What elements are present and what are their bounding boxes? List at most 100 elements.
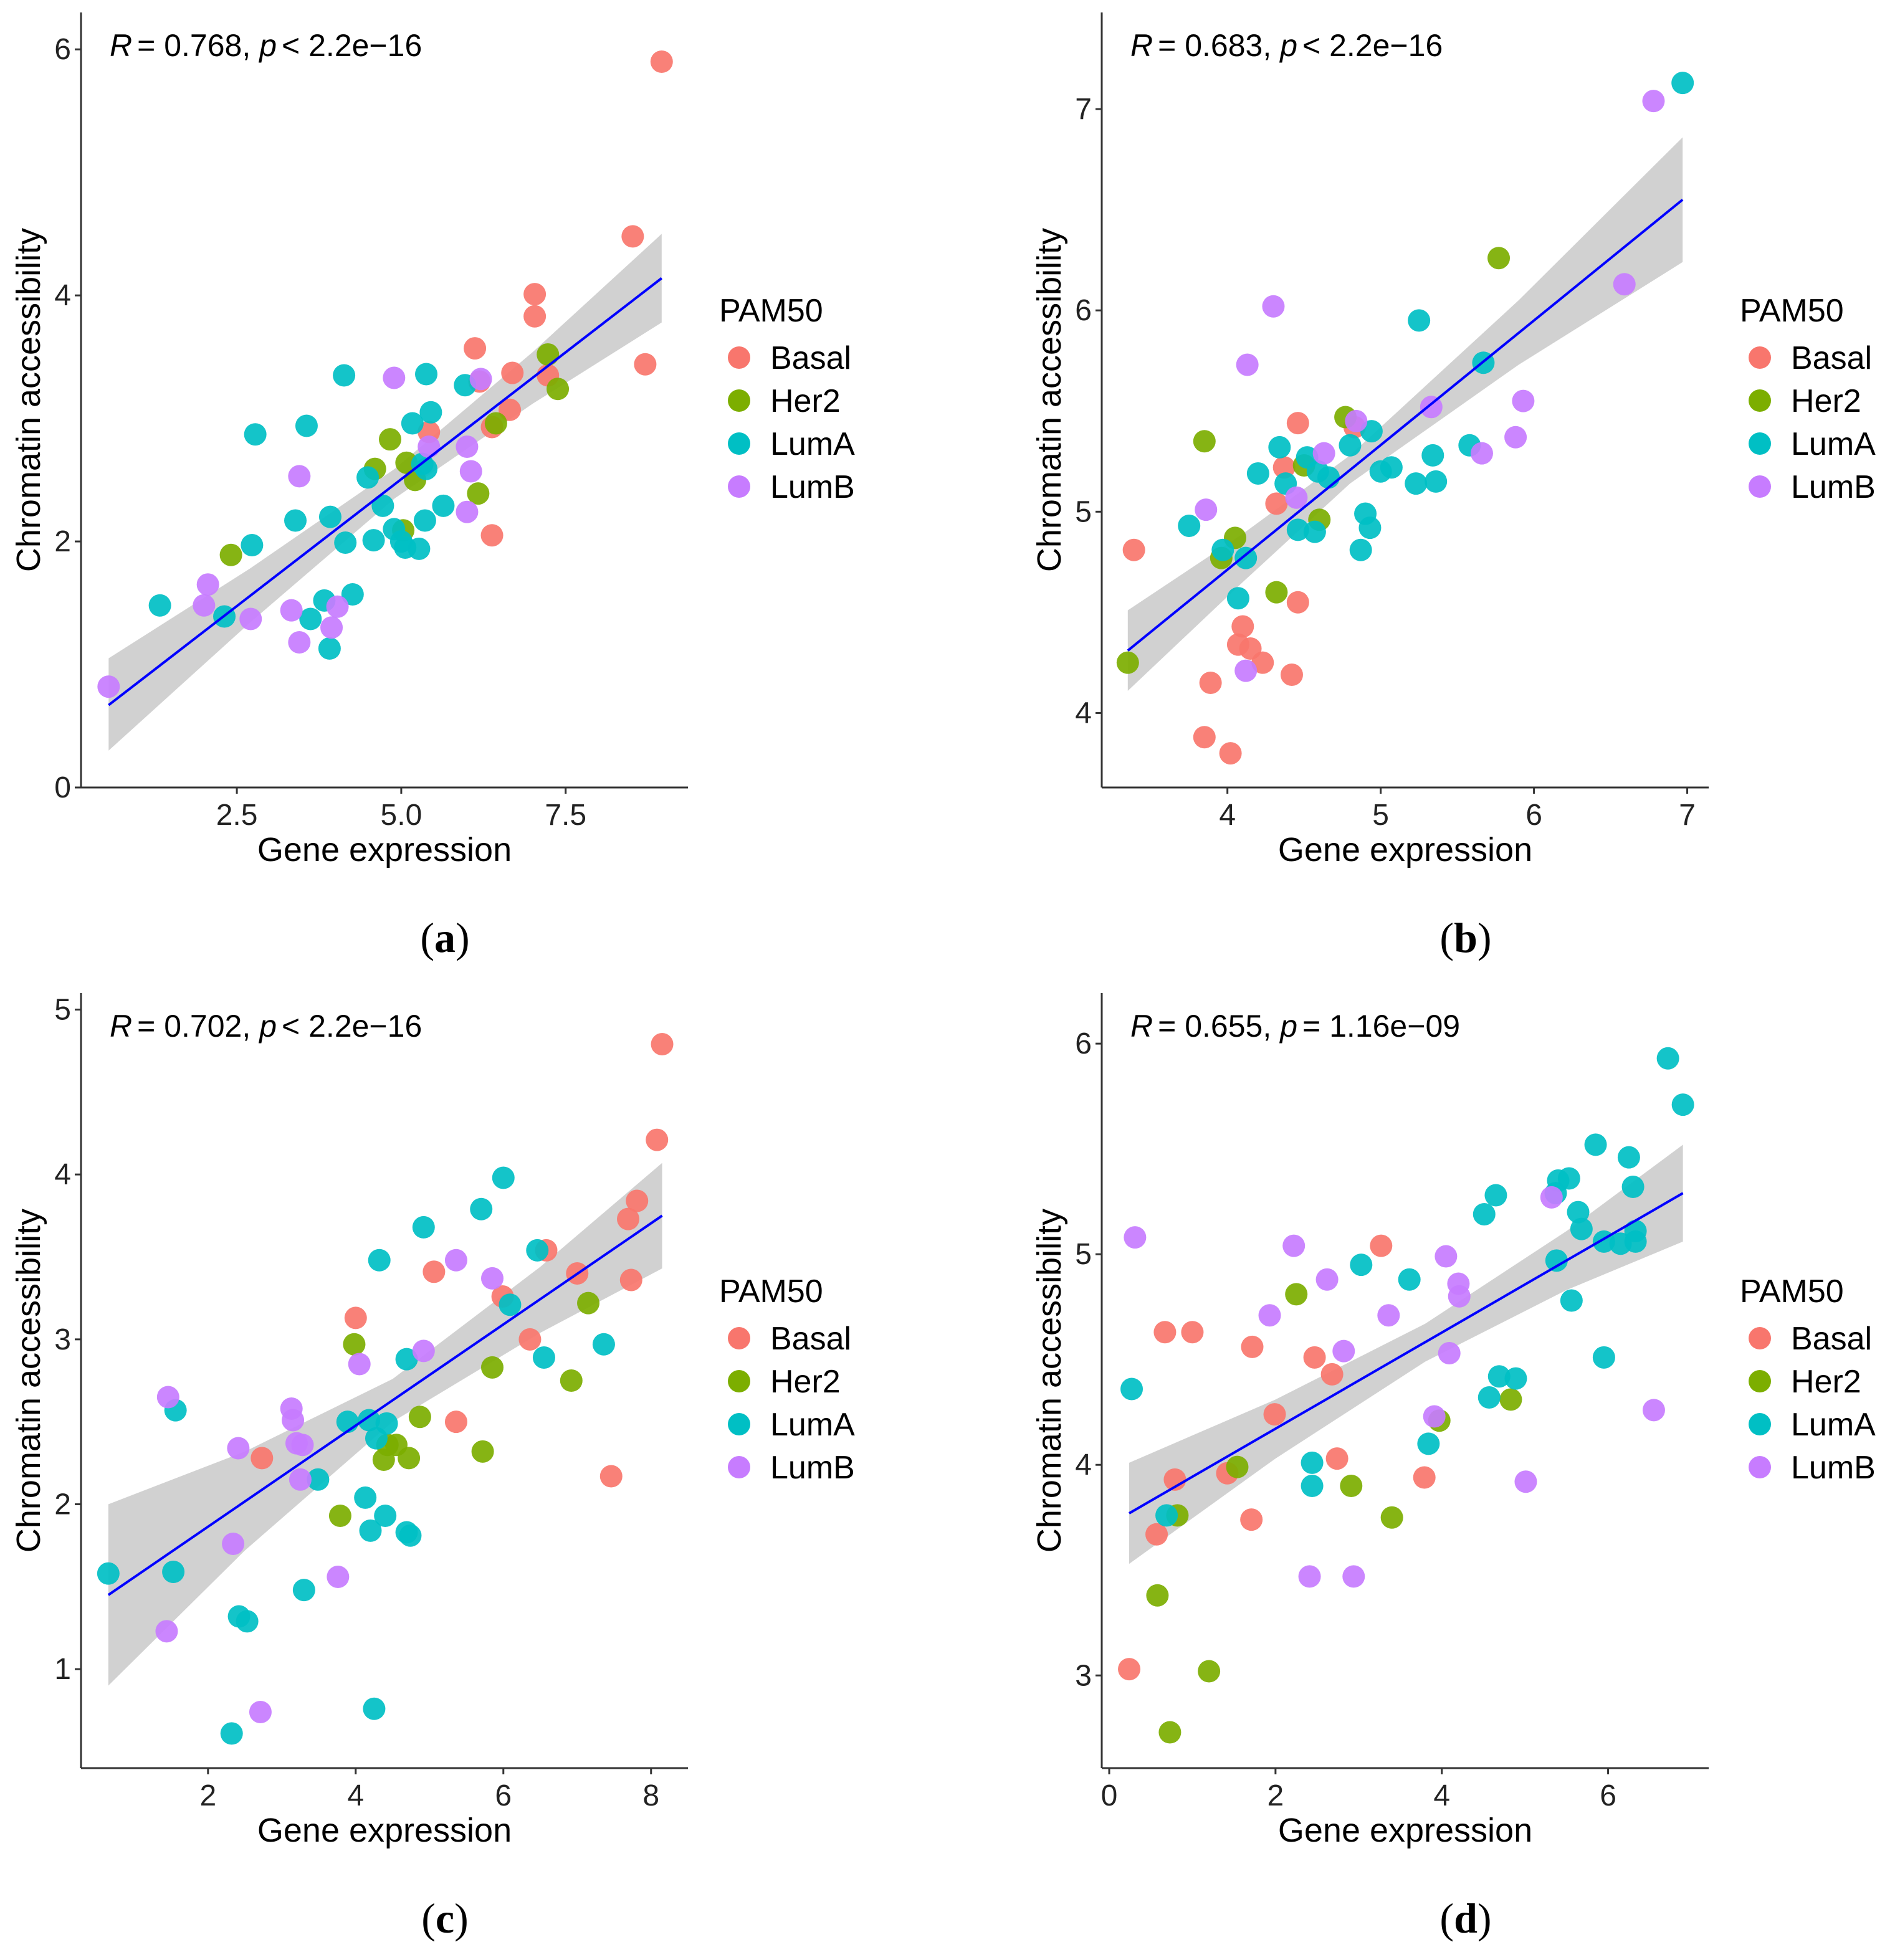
point-luma — [1570, 1217, 1593, 1240]
point-lumb — [288, 630, 311, 654]
y-tick-label: 5 — [1075, 495, 1092, 528]
point-luma — [499, 1293, 522, 1316]
point-her2 — [219, 543, 242, 566]
point-luma — [1484, 1184, 1507, 1207]
panel-b: 4 5 6 7 4 5 6 7 Gene expression Chromatin accessi… — [1031, 12, 1876, 961]
point-luma — [97, 1562, 120, 1585]
point-luma — [1317, 466, 1340, 489]
point-her2 — [577, 1292, 600, 1315]
paren-open: ( — [420, 914, 434, 961]
point-lumb — [1512, 389, 1535, 412]
panel-d: 0 2 4 6 3 4 5 6 Gene expression Chromatin accessi… — [1031, 993, 1876, 1942]
regression-line — [1127, 198, 1684, 652]
x-axis-title: Gene expression — [1278, 1812, 1532, 1849]
point-luma — [363, 1697, 386, 1720]
point-luma — [1155, 1504, 1178, 1527]
point-lumb — [456, 435, 479, 459]
point-luma — [412, 1215, 435, 1239]
point-luma — [1560, 1289, 1583, 1312]
point-her2 — [1198, 1660, 1221, 1683]
legend-label: Her2 — [770, 383, 841, 419]
point-luma — [1211, 538, 1234, 561]
point-lumb — [227, 1437, 250, 1460]
point-luma — [592, 1333, 615, 1356]
legend-key-her2 — [1749, 1370, 1771, 1392]
point-luma — [1671, 1093, 1694, 1116]
legend-label: LumA — [1791, 1407, 1876, 1443]
x-axis-title: Gene expression — [257, 1812, 512, 1849]
paren-close: ) — [1478, 1895, 1492, 1942]
point-lumb — [1470, 442, 1493, 465]
point-luma — [1425, 470, 1448, 493]
point-lumb — [1285, 486, 1308, 509]
point-lumb — [1262, 295, 1285, 318]
point-lumb — [1642, 90, 1665, 113]
legend-label: Basal — [770, 1321, 851, 1357]
legend-title: PAM50 — [1740, 1273, 1844, 1310]
point-lumb — [383, 366, 406, 389]
point-lumb — [1377, 1304, 1400, 1327]
legend-key-luma — [1749, 432, 1771, 455]
point-lumb — [1514, 1470, 1537, 1493]
point-lumb — [459, 460, 482, 483]
point-luma — [1592, 1346, 1615, 1369]
y-tick-label: 3 — [1075, 1659, 1092, 1692]
r-label: R — [110, 1009, 132, 1044]
point-luma — [1358, 516, 1382, 540]
point-luma — [1545, 1249, 1568, 1272]
point-luma — [1226, 587, 1249, 610]
point-basal — [523, 305, 547, 328]
point-lumb — [155, 1620, 178, 1643]
point-her2 — [480, 1356, 504, 1379]
point-basal — [1413, 1466, 1436, 1489]
point-luma — [1557, 1167, 1580, 1190]
point-lumb — [1236, 353, 1259, 376]
point-lumb — [1504, 426, 1527, 449]
point-lumb — [249, 1701, 272, 1724]
panel-label: (d) — [1439, 1895, 1491, 1942]
point-basal — [1231, 615, 1254, 638]
legend-label: Basal — [770, 340, 851, 376]
point-basal — [1199, 671, 1222, 694]
point-lumb — [1195, 498, 1218, 521]
point-basal — [634, 353, 657, 376]
point-luma — [341, 583, 364, 606]
point-basal — [617, 1207, 640, 1230]
point-luma — [368, 1249, 391, 1272]
point-lumb — [326, 595, 349, 618]
point-basal — [1122, 538, 1145, 561]
point-her2 — [328, 1505, 351, 1528]
point-basal — [619, 1268, 642, 1292]
point-lumb — [282, 1409, 305, 1432]
panel-letter: c — [436, 1895, 454, 1942]
regression-line — [107, 1214, 663, 1596]
point-luma — [1624, 1230, 1647, 1253]
y-tick-label: 7 — [1075, 93, 1092, 126]
point-luma — [1339, 434, 1362, 457]
point-lumb — [348, 1353, 371, 1376]
legend-label: Her2 — [1791, 383, 1861, 419]
point-luma — [401, 412, 424, 435]
point-her2 — [1265, 581, 1288, 604]
r-label: R — [1130, 28, 1153, 63]
paren-close: ) — [456, 914, 470, 961]
point-basal — [1240, 1508, 1263, 1531]
point-basal — [1286, 412, 1309, 435]
x-tick-label: 4 — [347, 1779, 364, 1812]
point-her2 — [1380, 1506, 1403, 1529]
y-tick-label: 6 — [1075, 1027, 1092, 1060]
point-luma — [1234, 546, 1258, 569]
point-luma — [1656, 1047, 1679, 1070]
x-tick-label: 6 — [1525, 799, 1542, 832]
point-luma — [334, 531, 357, 554]
point-luma — [307, 1468, 330, 1491]
point-her2 — [343, 1333, 366, 1356]
point-lumb — [444, 1249, 467, 1272]
point-luma — [1487, 1365, 1511, 1388]
point-her2 — [398, 1447, 421, 1470]
point-luma — [295, 414, 318, 437]
point-basal — [1163, 1468, 1186, 1491]
point-her2 — [560, 1369, 583, 1392]
point-lumb — [456, 500, 479, 523]
